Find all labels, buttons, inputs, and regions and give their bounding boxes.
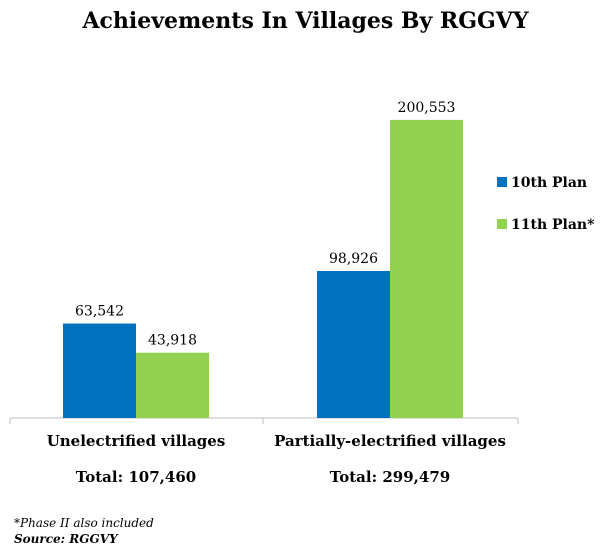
legend-swatch [497, 177, 507, 187]
category-label: Partially-electrified villages [274, 432, 506, 450]
data-label: 200,553 [398, 100, 456, 116]
bar-11th-plan-partially-electrified [390, 119, 463, 419]
data-label: 43,918 [148, 333, 197, 349]
chart-title: Achievements In Villages By RGGVY [82, 8, 529, 34]
data-label: 63,542 [75, 304, 124, 320]
footnote-source: Source: RGGVY [14, 532, 118, 546]
bar-10th-plan-partially-electrified [317, 270, 390, 418]
legend-swatch [497, 219, 507, 229]
footnote-phase: *Phase II also included [14, 516, 154, 530]
bar-11th-plan-unelectrified [136, 352, 209, 418]
data-label: 98,926 [329, 251, 378, 267]
legend-label: 10th Plan [511, 175, 587, 191]
category-label: Unelectrified villages [47, 432, 226, 450]
legend-label: 11th Plan* [511, 217, 595, 233]
bar-10th-plan-unelectrified [63, 323, 136, 418]
category-total: Total: 299,479 [330, 468, 450, 486]
category-total: Total: 107,460 [76, 468, 196, 486]
